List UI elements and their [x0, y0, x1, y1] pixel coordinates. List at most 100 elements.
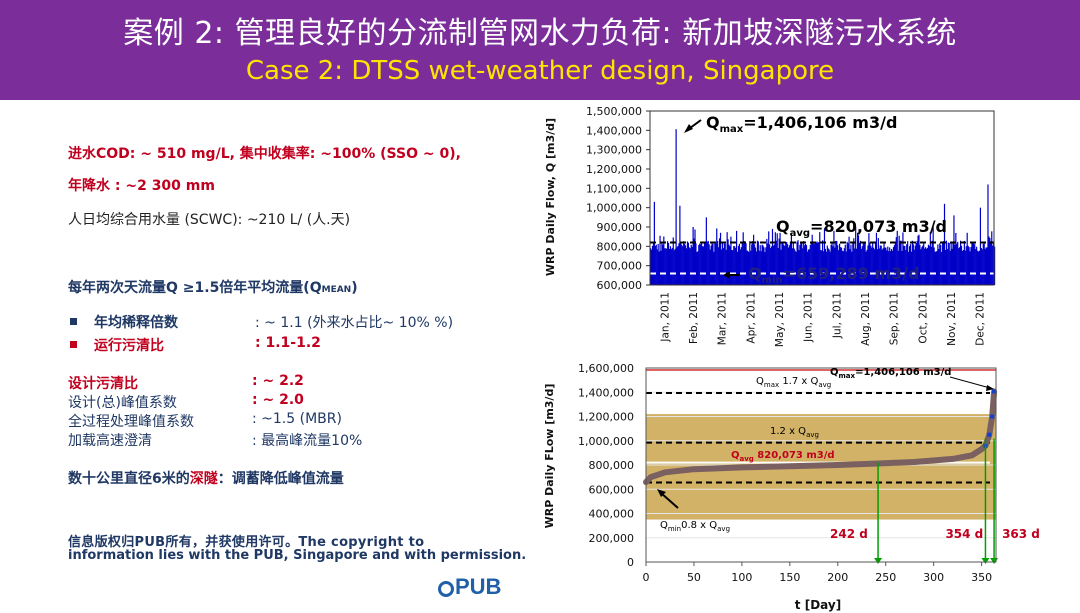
chart1-bar: [871, 247, 873, 285]
chart1-bar: [924, 248, 926, 285]
peak-factor-value: : ~ 2.0: [252, 392, 304, 408]
chart1-bar: [759, 245, 761, 285]
chart1-xtick-label: Sep, 2011: [889, 292, 901, 345]
chart1-bar: [758, 250, 760, 285]
chart1-bar: [780, 249, 782, 285]
chart1-bar: [668, 248, 671, 285]
chart1-bar: [729, 246, 731, 285]
chart1-bar: [677, 245, 679, 285]
chart1-bar: [911, 240, 913, 285]
chart1-bar: [685, 248, 688, 285]
process-peak-label: 全过程处理峰值系数: [68, 414, 194, 430]
chart1-bar: [910, 251, 913, 285]
chart1-bar: [662, 244, 664, 285]
chart1-bar: [849, 249, 851, 285]
chart1-bar: [718, 247, 720, 285]
chart2-q17-label: Qmax 1.7 x Qavg: [756, 376, 831, 389]
chart1-bar: [973, 241, 975, 285]
chart1-bar: [802, 248, 804, 285]
chart1-bar: [881, 249, 883, 285]
chart1-bar: [786, 241, 788, 285]
chart1-bar: [840, 247, 843, 285]
chart1-bar: [925, 248, 928, 285]
chart1-bar: [983, 241, 985, 285]
peak-factor-label: 设计(总)峰值系数: [68, 395, 177, 411]
chart1-bar: [903, 245, 905, 285]
chart1-bar: [854, 248, 856, 285]
chart1-qmax-arrow: [684, 119, 702, 133]
chart1-bar: [942, 241, 945, 285]
operating-ratio-label: 运行污清比: [94, 338, 164, 354]
chart1-bar: [888, 251, 890, 285]
chart1-bar: [691, 246, 693, 285]
chart1-bar: [783, 244, 785, 285]
chart1-bar: [721, 241, 724, 285]
chart1-bar: [894, 243, 896, 285]
chart1-bar: [831, 242, 833, 285]
chart1-bar: [745, 243, 747, 285]
chart1-bar: [739, 249, 741, 285]
chart1-bar: [927, 244, 930, 285]
chart1-bar: [747, 250, 749, 285]
chart1-bar: [874, 243, 877, 285]
chart1-bar: [674, 248, 676, 285]
chart1-bar: [817, 242, 819, 285]
chart1-bar: [807, 249, 810, 285]
chart2-qmax-sub: max: [839, 372, 856, 380]
chart1-bar: [852, 243, 854, 285]
chart1-bar: [934, 251, 936, 285]
chart1-bar: [970, 247, 972, 285]
chart1-bar: [770, 248, 772, 285]
header-banner: 案例 2: 管理良好的分流制管网水力负荷: 新加坡深隧污水系统 Case 2: …: [0, 0, 1080, 100]
chart1-bar: [769, 244, 771, 285]
chart1-bar: [843, 248, 845, 285]
chart1-bar: [656, 249, 658, 285]
chart2-curve-point: [987, 432, 992, 437]
chart1: WRP Daily Flow, Q [m3/d] 1,500,000 1,400,…: [540, 104, 1007, 349]
chart1-bar: [976, 250, 979, 285]
clarifier-value: : 最高峰流量10%: [252, 433, 363, 449]
chart1-bar: [918, 234, 920, 285]
chart1-bar: [684, 245, 687, 285]
chart2-q12-q: 1.2 x Q: [770, 426, 806, 437]
chart1-bar: [781, 242, 783, 285]
chart1-bar: [811, 234, 813, 285]
chart2-ytick-label: 600,000: [589, 483, 635, 496]
chart1-bar: [675, 129, 677, 285]
chart2-q08-q: Q: [660, 520, 668, 531]
chart1-xtick-label: Apr, 2011: [745, 292, 757, 344]
chart1-bar: [902, 232, 904, 285]
chart1-bar: [987, 184, 989, 285]
chart1-bar: [961, 250, 964, 285]
chart1-bar: [764, 252, 766, 285]
chart1-bar: [688, 247, 690, 285]
chart1-bar: [879, 245, 881, 285]
chart1-bar: [804, 245, 806, 285]
chart1-ytick-label: 1,400,000: [586, 124, 642, 137]
chart2-q17-q: Q: [756, 376, 764, 387]
chart1-bar: [667, 241, 669, 285]
chart1-bar: [775, 240, 777, 285]
copyright-line-1: 信息版权归PUB所有，并获使用许可。The copyright to: [68, 535, 425, 550]
chart1-bar: [868, 233, 870, 285]
chart1-bar: [805, 245, 808, 285]
chart1-bar: [799, 244, 801, 285]
chart1-bar: [922, 245, 924, 285]
chart2-q08-b: 0.8 x Q: [681, 520, 717, 531]
chart1-bar: [792, 241, 794, 285]
chart1-bar: [767, 243, 769, 285]
chart1-qmin-q: Q: [748, 264, 762, 283]
chart1-xtick-label: Dec, 2011: [975, 292, 987, 346]
chart1-qmin-sub: min: [762, 275, 783, 286]
deep-tunnel-line: 数十公里直径6米的深隧：调蓄降低峰值流量: [68, 468, 344, 488]
chart1-bar: [660, 250, 662, 285]
chart2-xlabel: t [Day]: [795, 598, 841, 612]
chart1-bar: [977, 251, 980, 285]
chart2-xtick-label: 200: [827, 571, 848, 584]
chart1-bar: [655, 244, 657, 285]
chart1-qavg-val: =820,073 m3/d: [810, 217, 947, 236]
chart1-bar: [947, 242, 949, 285]
chart1-bar: [876, 249, 879, 285]
chart2-qavg-val: 820,073 m3/d: [754, 450, 835, 461]
chart1-bar: [845, 251, 847, 285]
